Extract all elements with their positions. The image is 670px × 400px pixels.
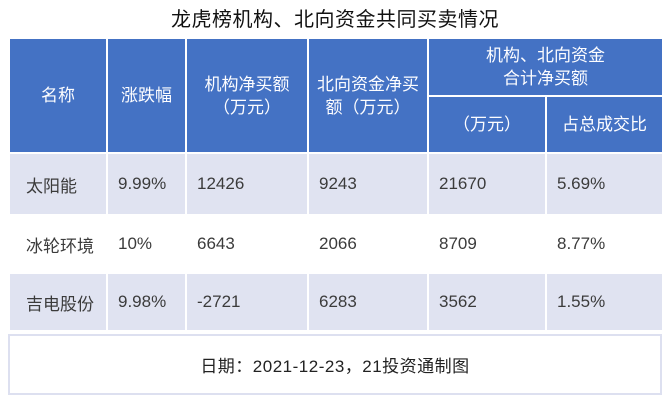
col-header-inst-net-buy: 机构净买额 （万元） (185, 37, 309, 154)
header-line: 机构净买额 (204, 74, 290, 94)
header-line: 北向资金净买 (317, 74, 419, 94)
data-table: 名称 涨跌幅 机构净买额 （万元） 北向资金净买 额（万元） 机构、北向资金 合… (8, 37, 664, 332)
cell-combined-total: 8709 (427, 214, 547, 274)
table-row-taiyangneng: 太阳能 9.99% 12426 9243 21670 5.69% (8, 152, 664, 216)
col-header-north-net-buy: 北向资金净买 额（万元） (307, 37, 429, 154)
cell-name: 太阳能 (8, 152, 108, 216)
header-line: 机构、北向资金 (486, 46, 605, 65)
table-row-jidiangufen: 吉电股份 9.98% -2721 6283 3562 1.55% (8, 272, 664, 332)
footer-note: 日期：2021-12-23，21投资通制图 (8, 334, 662, 395)
col-header-combined-total: 机构、北向资金 合计净买额 (427, 37, 664, 97)
col-header-name: 名称 (8, 37, 108, 154)
cell-combined-total: 21670 (427, 152, 547, 216)
cell-inst-net-buy: 6643 (185, 214, 309, 274)
chart-title: 龙虎榜机构、北向资金共同买卖情况 (171, 9, 499, 31)
cell-volume-ratio: 5.69% (545, 152, 664, 216)
cell-volume-ratio: 1.55% (545, 272, 664, 332)
header-line: （万元） (213, 97, 281, 117)
header-line: 额（万元） (325, 97, 411, 117)
cell-name: 吉电股份 (8, 272, 108, 332)
col-header-combined-ratio: 占总成交比 (545, 95, 664, 154)
cell-change: 9.99% (106, 152, 187, 216)
cell-change: 10% (106, 214, 187, 274)
col-header-change: 涨跌幅 (106, 37, 187, 154)
cell-inst-net-buy: 12426 (185, 152, 309, 216)
cell-north-net-buy: 6283 (307, 272, 429, 332)
cell-north-net-buy: 2066 (307, 214, 429, 274)
cell-change: 9.98% (106, 272, 187, 332)
header-row-sub: （万元） 占总成交比 (9, 95, 664, 154)
table-row-binglunhuanjing: 冰轮环境 10% 6643 2066 8709 8.77% (8, 214, 664, 274)
cell-volume-ratio: 8.77% (545, 214, 664, 274)
header-line: 合计净买额 (503, 69, 588, 88)
cell-name: 冰轮环境 (8, 214, 108, 274)
header-row-top: 名称 涨跌幅 机构净买额 （万元） 北向资金净买 额（万元） 机构、北向资金 合… (8, 37, 664, 154)
cell-north-net-buy: 9243 (307, 152, 429, 216)
col-header-combined-amount: （万元） (427, 95, 547, 154)
cell-combined-total: 3562 (427, 272, 547, 332)
cell-inst-net-buy: -2721 (185, 272, 309, 332)
